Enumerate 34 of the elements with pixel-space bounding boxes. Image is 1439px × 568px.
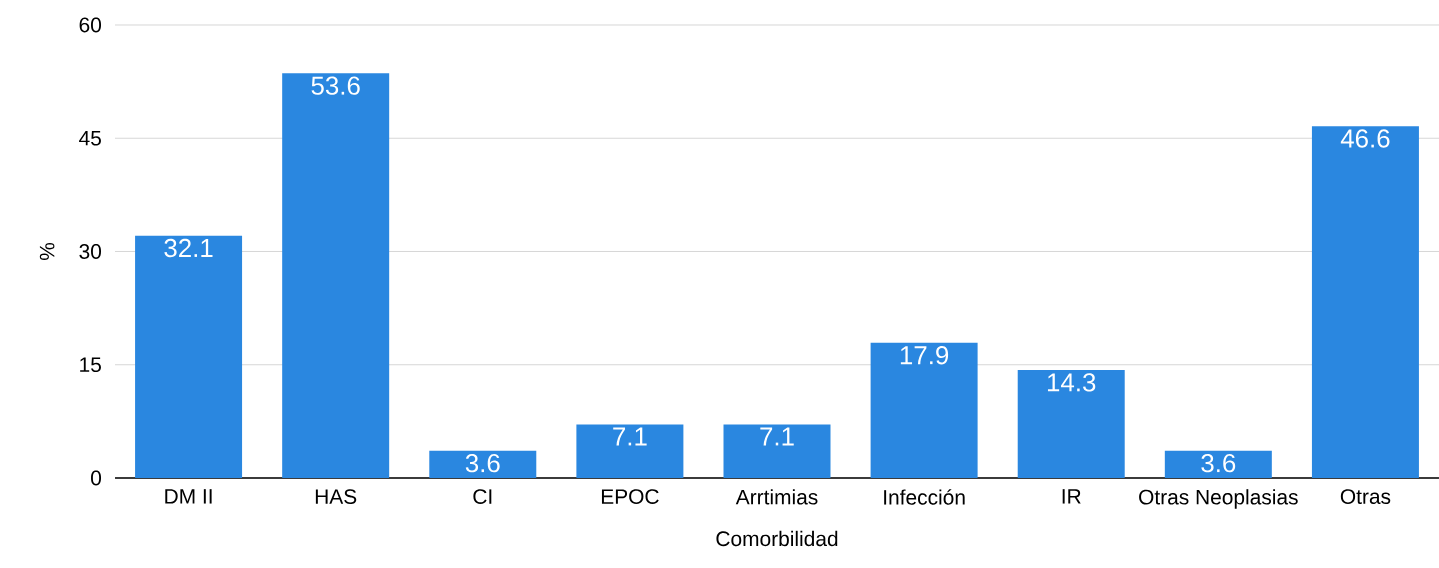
bar	[723, 424, 831, 478]
data-label: 32.1	[164, 238, 213, 258]
x-tick-label: DM II	[165, 489, 212, 504]
data-label: 46.6	[1340, 129, 1390, 148]
data-label: 14.3	[1047, 373, 1096, 392]
bar	[576, 424, 684, 478]
bar	[282, 73, 390, 478]
y-tick-label: 60	[79, 17, 102, 33]
bar	[870, 342, 978, 478]
y-tick-label: 45	[79, 130, 101, 146]
x-tick-label: HAS	[315, 489, 357, 504]
x-tick-label: Otras	[1340, 489, 1391, 504]
x-axis-title: Comorbilidad	[716, 530, 838, 547]
data-label: 53.6	[311, 76, 360, 95]
bar	[135, 235, 243, 478]
bar	[1017, 370, 1125, 478]
data-label: 3.6	[1201, 454, 1236, 473]
x-tick-label: IR	[1062, 489, 1081, 504]
data-label: 7.1	[613, 427, 647, 446]
bar	[1311, 126, 1419, 478]
bar	[1164, 450, 1272, 478]
y-axis-title: %	[39, 242, 55, 261]
y-tick-label: 30	[79, 244, 102, 259]
bar	[429, 450, 537, 478]
x-tick-label: Infección	[884, 489, 965, 505]
x-tick-label: CI	[473, 489, 492, 504]
y-tick-label: 15	[80, 357, 101, 373]
data-label: 3.6	[465, 454, 500, 473]
y-tick-label: 0	[91, 470, 102, 486]
x-tick-label: Otras Neoplasias	[1139, 489, 1298, 509]
data-label: 7.1	[760, 427, 794, 446]
x-tick-label: Arrtimias	[735, 489, 818, 505]
x-tick-label: EPOC	[601, 489, 659, 504]
data-label: 17.9	[900, 346, 949, 365]
